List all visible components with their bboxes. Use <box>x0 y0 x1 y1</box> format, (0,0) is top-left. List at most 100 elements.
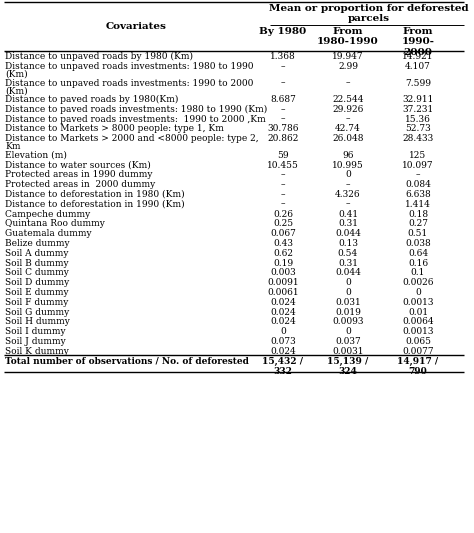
Text: –: – <box>346 115 350 124</box>
Text: 0.16: 0.16 <box>408 259 428 268</box>
Text: 0.084: 0.084 <box>405 180 431 189</box>
Text: 0.43: 0.43 <box>273 239 293 248</box>
Text: Distance to paved roads investments: 1980 to 1990 (Km): Distance to paved roads investments: 198… <box>5 105 267 114</box>
Text: Distance to unpaved roads by 1980 (Km): Distance to unpaved roads by 1980 (Km) <box>5 52 193 61</box>
Text: parcels: parcels <box>347 14 390 23</box>
Text: Mean or proportion for deforested: Mean or proportion for deforested <box>269 4 468 13</box>
Text: 0.065: 0.065 <box>405 337 431 346</box>
Text: 29.926: 29.926 <box>332 105 364 114</box>
Text: 52.73: 52.73 <box>405 124 431 133</box>
Text: 0.019: 0.019 <box>335 308 361 317</box>
Text: 0.044: 0.044 <box>335 268 361 277</box>
Text: 0.26: 0.26 <box>273 209 293 219</box>
Text: 42.74: 42.74 <box>335 124 361 133</box>
Text: 2.99: 2.99 <box>338 62 358 71</box>
Text: 20.862: 20.862 <box>267 134 299 143</box>
Text: 0.18: 0.18 <box>408 209 428 219</box>
Text: 0.62: 0.62 <box>273 249 293 257</box>
Text: Soil D dummy: Soil D dummy <box>5 278 69 287</box>
Text: By 1980: By 1980 <box>259 27 307 36</box>
Text: Distance to paved roads investments:  1990 to 2000 ,Km: Distance to paved roads investments: 199… <box>5 115 266 124</box>
Text: 0.31: 0.31 <box>338 259 358 268</box>
Text: Guatemala dummy: Guatemala dummy <box>5 229 91 238</box>
Text: From
1990-
2000: From 1990- 2000 <box>401 27 435 57</box>
Text: 1.414: 1.414 <box>405 200 431 209</box>
Text: 0.031: 0.031 <box>335 298 361 306</box>
Text: Soil B dummy: Soil B dummy <box>5 259 69 268</box>
Text: 0.0026: 0.0026 <box>402 278 434 287</box>
Text: 32.911: 32.911 <box>402 95 434 104</box>
Text: 0.067: 0.067 <box>270 229 296 238</box>
Text: 0.27: 0.27 <box>408 219 428 228</box>
Text: 0.31: 0.31 <box>338 219 358 228</box>
Text: 0.0093: 0.0093 <box>332 317 364 326</box>
Text: 14.921: 14.921 <box>402 52 434 61</box>
Text: 30.786: 30.786 <box>267 124 299 133</box>
Text: 4.326: 4.326 <box>335 190 361 199</box>
Text: 125: 125 <box>410 151 427 160</box>
Text: (Km): (Km) <box>5 70 27 79</box>
Text: 0.0061: 0.0061 <box>267 288 299 297</box>
Text: From
1980-1990: From 1980-1990 <box>317 27 379 46</box>
Text: –: – <box>281 62 285 71</box>
Text: –: – <box>346 180 350 189</box>
Text: Soil F dummy: Soil F dummy <box>5 298 68 306</box>
Text: Soil H dummy: Soil H dummy <box>5 317 70 326</box>
Text: 59: 59 <box>277 151 289 160</box>
Text: 0.024: 0.024 <box>270 298 296 306</box>
Text: 0.01: 0.01 <box>408 308 428 317</box>
Text: 0.0013: 0.0013 <box>402 298 434 306</box>
Text: Distance to paved roads by 1980(Km): Distance to paved roads by 1980(Km) <box>5 95 178 104</box>
Text: 6.638: 6.638 <box>405 190 431 199</box>
Text: 0: 0 <box>345 288 351 297</box>
Text: Distance to water sources (Km): Distance to water sources (Km) <box>5 160 151 169</box>
Text: 10.995: 10.995 <box>332 160 364 169</box>
Text: 0: 0 <box>345 278 351 287</box>
Text: 8.687: 8.687 <box>270 95 296 104</box>
Text: 10.097: 10.097 <box>402 160 434 169</box>
Text: 0.0031: 0.0031 <box>332 346 364 356</box>
Text: 28.433: 28.433 <box>402 134 434 143</box>
Text: 0.024: 0.024 <box>270 317 296 326</box>
Text: 0.64: 0.64 <box>408 249 428 257</box>
Text: Distance to deforestation in 1990 (Km): Distance to deforestation in 1990 (Km) <box>5 200 185 209</box>
Text: –: – <box>281 78 285 87</box>
Text: –: – <box>281 115 285 124</box>
Text: Soil I dummy: Soil I dummy <box>5 327 65 336</box>
Text: Distance to Markets > 8000 people: type 1, Km: Distance to Markets > 8000 people: type … <box>5 124 224 133</box>
Text: 37.231: 37.231 <box>402 105 434 114</box>
Text: 19.947: 19.947 <box>332 52 364 61</box>
Text: –: – <box>281 200 285 209</box>
Text: 0.0064: 0.0064 <box>402 317 434 326</box>
Text: 26.048: 26.048 <box>332 134 364 143</box>
Text: 0.024: 0.024 <box>270 346 296 356</box>
Text: –: – <box>281 171 285 179</box>
Text: 1.368: 1.368 <box>270 52 296 61</box>
Text: 7.599: 7.599 <box>405 78 431 87</box>
Text: Protected areas in  2000 dummy: Protected areas in 2000 dummy <box>5 180 155 189</box>
Text: 14,917 /
790: 14,917 / 790 <box>397 357 438 376</box>
Text: 0.51: 0.51 <box>408 229 428 238</box>
Text: Protected areas in 1990 dummy: Protected areas in 1990 dummy <box>5 171 153 179</box>
Text: 0.25: 0.25 <box>273 219 293 228</box>
Text: 0: 0 <box>415 288 421 297</box>
Text: Distance to unpaved roads investments: 1980 to 1990: Distance to unpaved roads investments: 1… <box>5 62 254 71</box>
Text: 22.544: 22.544 <box>332 95 364 104</box>
Text: 0: 0 <box>345 171 351 179</box>
Text: Distance to unpaved roads investments: 1990 to 2000: Distance to unpaved roads investments: 1… <box>5 78 254 87</box>
Text: 4.107: 4.107 <box>405 62 431 71</box>
Text: 15,139 /
324: 15,139 / 324 <box>328 357 369 376</box>
Text: Soil C dummy: Soil C dummy <box>5 268 69 277</box>
Text: 15.36: 15.36 <box>405 115 431 124</box>
Text: Soil K dummy: Soil K dummy <box>5 346 69 356</box>
Text: Campeche dummy: Campeche dummy <box>5 209 90 219</box>
Text: Soil J dummy: Soil J dummy <box>5 337 66 346</box>
Text: Total number of observations / No. of deforested: Total number of observations / No. of de… <box>5 357 249 366</box>
Text: 10.455: 10.455 <box>267 160 299 169</box>
Text: 0.13: 0.13 <box>338 239 358 248</box>
Text: Quintana Roo dummy: Quintana Roo dummy <box>5 219 105 228</box>
Text: Km: Km <box>5 142 20 151</box>
Text: –: – <box>346 78 350 87</box>
Text: 0.1: 0.1 <box>411 268 425 277</box>
Text: 0.19: 0.19 <box>273 259 293 268</box>
